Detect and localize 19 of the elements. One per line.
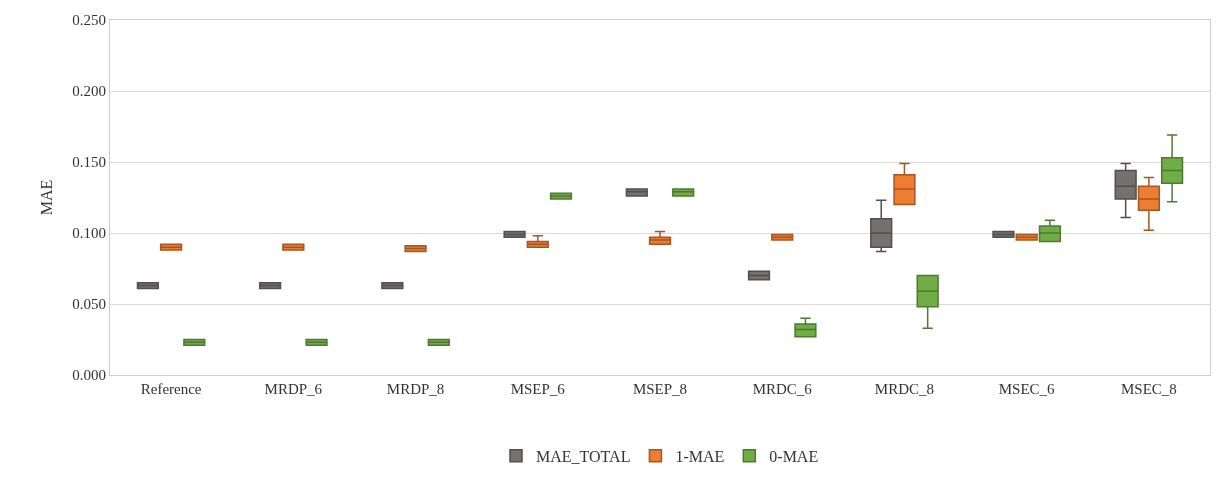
legend-label: MAE_TOTAL — [536, 448, 631, 466]
y-axis-title: MAE — [38, 179, 56, 216]
y-tick-label: 0.250 — [72, 12, 106, 29]
y-tick-label: 0.150 — [72, 154, 106, 171]
legend-label: 1-MAE — [675, 448, 725, 466]
x-tick-label: MSEC_6 — [998, 381, 1056, 397]
x-tick-label: MSEP_6 — [510, 381, 566, 397]
y-tick-label: 0.050 — [72, 296, 106, 313]
legend-label: 0-MAE — [769, 448, 819, 466]
y-tick-label: 0.000 — [72, 367, 106, 384]
x-tick-label: MRDP_6 — [264, 381, 323, 397]
x-tick-label: Reference — [140, 381, 202, 397]
y-tick-label: 0.200 — [72, 83, 106, 100]
y-tick-label: 0.100 — [72, 225, 106, 242]
x-tick-label: MSEP_8 — [632, 381, 688, 397]
x-tick-label: MRDP_8 — [386, 381, 445, 397]
x-tick-label: MSEC_8 — [1120, 381, 1177, 397]
x-tick-label: MRDC_6 — [752, 381, 813, 397]
x-tick-label: MRDC_8 — [874, 381, 935, 397]
